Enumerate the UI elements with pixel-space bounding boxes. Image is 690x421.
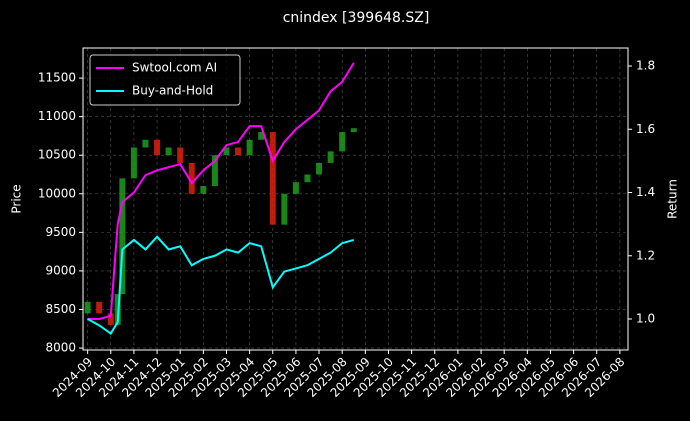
candle [142, 139, 149, 148]
candle [177, 147, 184, 163]
candle [246, 139, 253, 156]
y-tick-label: 10500 [38, 148, 76, 162]
candle [188, 162, 195, 194]
candle [327, 151, 334, 163]
candle [223, 147, 230, 156]
y2-tick-label: 1.6 [636, 122, 655, 136]
y-tick-label: 11000 [38, 109, 76, 123]
candle [350, 128, 357, 133]
y2-tick-label: 1.4 [636, 185, 655, 199]
candle [119, 178, 126, 295]
candle [200, 186, 207, 194]
candle [258, 132, 265, 140]
plot-frame [82, 47, 629, 351]
y2-tick-label: 1.2 [636, 248, 655, 262]
legend-label: Swtool.com AI [132, 61, 217, 75]
candle [292, 182, 299, 194]
chart-title: cnindex [399648.SZ] [283, 10, 430, 26]
candle [211, 155, 218, 187]
candle [281, 193, 288, 225]
legend-label: Buy-and-Hold [132, 84, 213, 98]
candle [130, 147, 137, 179]
legend: Swtool.com AI Buy-and-Hold [89, 54, 241, 106]
candle [235, 147, 242, 156]
candle [107, 313, 114, 325]
y2-tick-label: 1.8 [636, 59, 655, 73]
series-line [87, 62, 355, 321]
candle [304, 174, 311, 183]
candle [316, 162, 323, 175]
candle [165, 147, 172, 156]
y-tick-label: 10000 [38, 186, 76, 200]
y-tick-label: 9000 [45, 263, 76, 277]
y-axis-label: Price [10, 184, 24, 213]
candle [339, 132, 346, 152]
y-tick-label: 8500 [45, 302, 76, 316]
y2-tick-label: 1.0 [636, 312, 655, 326]
y-tick-label: 9500 [45, 225, 76, 239]
y-tick-label: 11500 [38, 71, 76, 85]
series-line [87, 235, 355, 335]
candle [96, 301, 103, 314]
legend-box [89, 54, 241, 106]
y2-axis-label: Return [666, 179, 680, 219]
candle [154, 139, 161, 156]
y-tick-label: 8000 [45, 341, 76, 355]
candle [269, 132, 276, 225]
candle [84, 301, 91, 314]
